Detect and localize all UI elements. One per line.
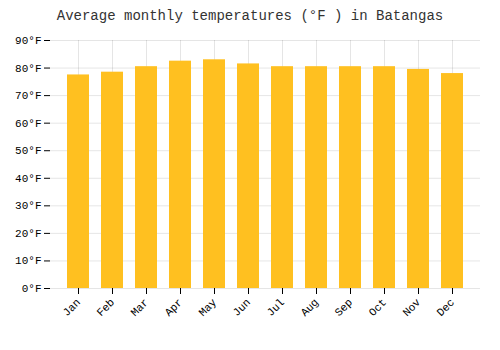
svg-text:60°F: 60°F (15, 118, 41, 130)
svg-text:Feb: Feb (95, 296, 117, 318)
svg-text:30°F: 30°F (15, 200, 41, 212)
svg-text:Aug: Aug (299, 296, 321, 318)
svg-text:Jul: Jul (265, 296, 287, 318)
svg-text:May: May (197, 296, 220, 319)
svg-text:Oct: Oct (367, 296, 389, 318)
svg-text:Apr: Apr (163, 296, 185, 318)
svg-text:0°F: 0°F (22, 283, 42, 295)
html-text:Average monthly temperatures (: Average monthly temperatures (°F ) in Ba… (56, 8, 444, 24)
svg-text:10°F: 10°F (15, 255, 41, 267)
svg-text:80°F: 80°F (15, 63, 41, 75)
svg-text:Mar: Mar (129, 296, 151, 318)
svg-text:50°F: 50°F (15, 145, 41, 157)
svg-text:Dec: Dec (435, 296, 457, 318)
svg-text:Nov: Nov (401, 296, 424, 319)
svg-text:Jun: Jun (231, 296, 253, 318)
svg-text:90°F: 90°F (15, 35, 41, 47)
svg-text:20°F: 20°F (15, 228, 41, 240)
svg-text:Jan: Jan (61, 296, 83, 318)
svg-text:Sep: Sep (333, 296, 355, 318)
svg-text:70°F: 70°F (15, 90, 41, 102)
svg-text:40°F: 40°F (15, 173, 41, 185)
